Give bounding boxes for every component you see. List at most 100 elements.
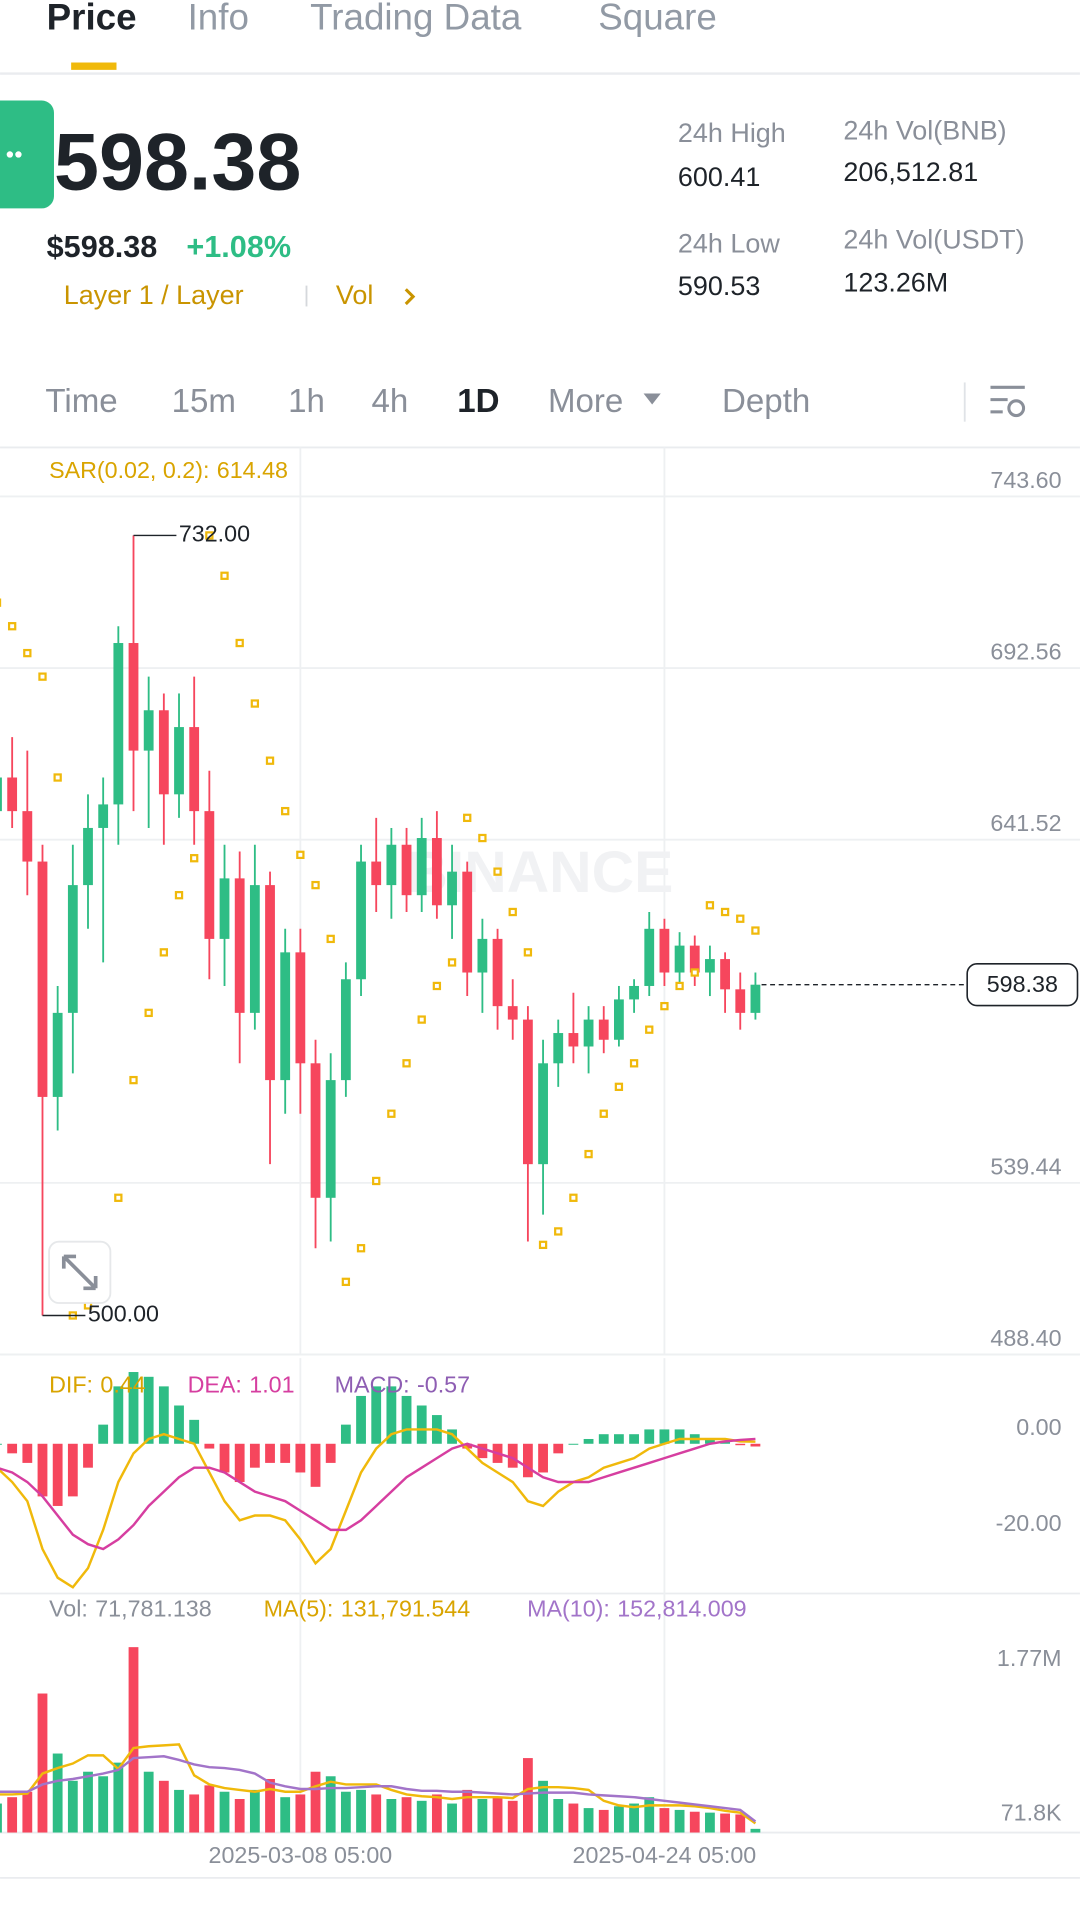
sar-dot — [265, 756, 275, 765]
macd-bar — [325, 1443, 336, 1463]
settings-icon[interactable] — [990, 385, 1026, 418]
sar-dot — [720, 907, 730, 917]
macd-bar — [705, 1438, 715, 1444]
legend-name: MACD: — [335, 1371, 410, 1397]
volume-bar — [37, 1693, 48, 1833]
candle-body — [7, 777, 18, 812]
legend-name: Vol: — [49, 1596, 88, 1622]
macd-bar — [614, 1434, 624, 1444]
macd-bar — [507, 1443, 518, 1468]
candle-body — [583, 1019, 594, 1047]
tab[interactable]: Trading Data — [310, 0, 522, 37]
volume-bar — [568, 1803, 579, 1833]
macd-bar — [735, 1443, 746, 1446]
volume-bar — [113, 1762, 124, 1833]
candle-body — [52, 1012, 63, 1097]
candle-body — [340, 979, 351, 1081]
legend-value: 71,781.138 — [95, 1596, 211, 1622]
sar-dot — [447, 958, 457, 967]
x-tick-label: 2025-03-08 05:00 — [209, 1842, 393, 1868]
volume-bar — [280, 1797, 291, 1833]
candle-body — [568, 1033, 579, 1047]
macd-bar — [674, 1429, 685, 1444]
sar-dot — [250, 699, 260, 708]
volume-bar — [659, 1808, 670, 1833]
volume-bar — [356, 1789, 366, 1833]
sar-dot — [402, 1059, 411, 1068]
timeframe[interactable]: Depth — [722, 383, 810, 420]
volume-bar — [249, 1789, 260, 1833]
timeframe[interactable]: 1h — [288, 383, 325, 420]
sar-dot — [235, 638, 244, 648]
timeframe[interactable]: 1D — [457, 383, 499, 420]
vol-link[interactable]: Vol — [336, 280, 373, 310]
candle-body — [67, 885, 78, 1013]
candle-body — [462, 871, 473, 973]
macd-bar — [280, 1443, 291, 1463]
sar-dot — [463, 813, 472, 823]
volume-bar — [447, 1803, 457, 1833]
button-dot — [15, 151, 22, 158]
stat-label: 24h Low — [678, 228, 780, 258]
chevron — [404, 288, 416, 306]
timeframe[interactable]: Time — [45, 383, 117, 420]
macd-bar — [629, 1434, 639, 1444]
last-price: 598.38 — [54, 117, 301, 207]
tag-link[interactable]: Layer 1 / Layer — [64, 280, 244, 310]
candle-body — [477, 938, 488, 973]
extreme-label: 500.00 — [88, 1301, 159, 1327]
watermark: BINANCE — [405, 840, 673, 905]
macd-bar — [189, 1419, 200, 1444]
sar-dot — [387, 1109, 396, 1118]
volume-bar — [462, 1789, 473, 1833]
sar-dot — [144, 1008, 153, 1018]
macd-bar — [22, 1443, 33, 1463]
dropdown-arrow — [643, 393, 661, 405]
sar-dot — [38, 672, 47, 681]
macd-bar — [219, 1443, 230, 1473]
legend-value: 614.48 — [217, 457, 288, 483]
stat-value: 206,512.81 — [843, 157, 978, 187]
macd-bar — [265, 1443, 275, 1463]
candle-body — [37, 861, 48, 1097]
volume-bar — [538, 1780, 548, 1833]
stat-label: 24h Vol(BNB) — [843, 116, 1006, 146]
timeframe[interactable]: 15m — [172, 383, 236, 420]
tab[interactable]: Price — [47, 0, 137, 37]
macd-bar — [522, 1443, 533, 1478]
y-tick-label: 488.40 — [990, 1325, 1061, 1351]
volume-bar — [492, 1797, 503, 1833]
macd-bar — [234, 1443, 245, 1483]
legend-entry: SAR(0.02, 0.2): 614.48 — [49, 457, 288, 483]
price-change: +1.08% — [186, 230, 291, 264]
indicator-line — [0, 1743, 757, 1825]
legend-value: 0.44 — [100, 1371, 145, 1397]
macd-bar — [37, 1443, 48, 1497]
expand-button[interactable] — [48, 1240, 112, 1304]
macd-bar — [750, 1443, 761, 1447]
macd-bar — [310, 1443, 321, 1487]
timeframe[interactable]: 4h — [371, 383, 408, 420]
macd-bar — [98, 1424, 109, 1444]
macd-bar — [568, 1443, 579, 1445]
floating-button[interactable] — [0, 100, 54, 209]
sar-dot — [23, 648, 32, 658]
tab[interactable]: Square — [598, 0, 717, 37]
tab[interactable]: Info — [188, 0, 249, 37]
candle-body — [598, 1019, 609, 1040]
macd-bar — [113, 1386, 124, 1444]
timeframe[interactable]: More — [548, 383, 623, 420]
volume-bar — [629, 1803, 639, 1833]
candle-body — [189, 727, 200, 812]
volume-bar — [386, 1799, 397, 1833]
macd-bar — [659, 1429, 670, 1444]
legend-value: 131,791.544 — [341, 1596, 470, 1622]
macd-bar — [143, 1376, 154, 1444]
sar-dot — [599, 1109, 608, 1118]
sar-dot — [417, 1015, 426, 1024]
legend-value: 152,814.009 — [617, 1596, 746, 1622]
sar-dot — [129, 1075, 138, 1085]
